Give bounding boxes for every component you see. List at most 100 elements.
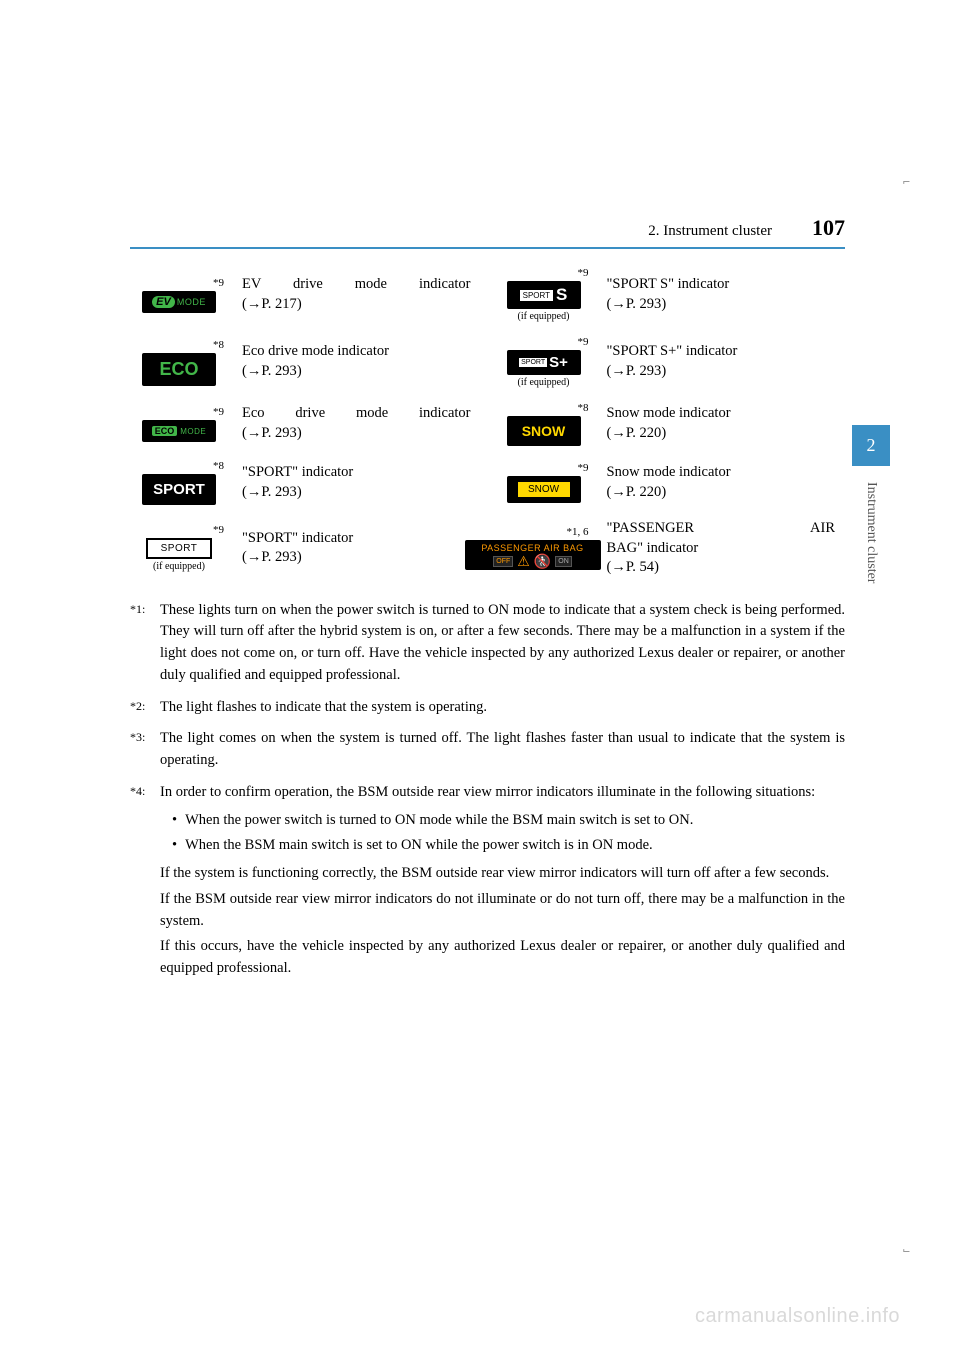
indicator-description: "SPORT" indicator (P. 293) <box>242 463 481 502</box>
indicator-name: "SPORT" indicator <box>242 464 353 480</box>
eco-mode-icon: ECO <box>142 353 216 386</box>
indicator-description: Eco drive mode indicator (P. 293) <box>242 404 481 443</box>
footnote-ref: *8 <box>130 460 228 472</box>
icon-text: SPORT <box>519 358 547 367</box>
icon-text: MODE <box>177 297 206 307</box>
sport-s-icon: SPORTS <box>507 281 581 309</box>
footnote-ref: *9 <box>130 524 228 536</box>
if-equipped-label: (if equipped) <box>130 561 228 572</box>
page-header: 2. Instrument cluster 107 <box>130 215 845 249</box>
ev-mode-icon-cell: *9 EVMODE <box>130 277 228 313</box>
icon-text: EV <box>152 296 175 308</box>
footnote: *3: The light comes on when the system i… <box>130 728 845 772</box>
eco-drive-mode-icon: ECOMODE <box>142 420 216 442</box>
page-ref: P. 293 <box>261 484 296 500</box>
footnote: *2: The light flashes to indicate that t… <box>130 697 845 719</box>
chapter-tab-label: Instrument cluster <box>863 466 879 583</box>
footnote-ref: *8 <box>130 339 228 351</box>
ev-drive-mode-icon: EVMODE <box>142 291 216 313</box>
snow-big-icon-cell: *8 SNOW <box>495 402 593 446</box>
indicator-description: Snow mode indicator (P. 220) <box>607 404 846 443</box>
airbag-person-icon: 🚷 <box>534 554 551 568</box>
header-page-number: 107 <box>812 215 845 241</box>
footnote-intro: In order to confirm operation, the BSM o… <box>160 782 845 804</box>
footnote-mark: *2: <box>130 697 160 719</box>
page-ref: P. 293 <box>626 363 661 379</box>
footnote-body: These lights turn on when the power swit… <box>160 600 845 687</box>
footnote-para: If this occurs, have the vehicle inspect… <box>160 936 845 980</box>
footnote-ref: *9 <box>495 336 593 348</box>
header-section: 2. Instrument cluster <box>648 223 772 240</box>
sport-border-icon-cell: *9 SPORT (if equipped) <box>130 524 228 572</box>
watermark: carmanualsonline.info <box>695 1305 900 1328</box>
footnote-mark: *4: <box>130 782 160 984</box>
footnote-ref: *9 <box>495 267 593 279</box>
footnote-ref: *9 <box>130 406 228 418</box>
page-ref: P. 54 <box>626 559 654 575</box>
footnotes-section: *1: These lights turn on when the power … <box>130 600 845 984</box>
indicator-name: EV drive mode indicator <box>242 275 471 295</box>
snow-border-icon-cell: *9 SNOW <box>495 462 593 503</box>
footnote-body: The light comes on when the system is tu… <box>160 728 845 772</box>
sport-splus-icon: SPORTS+ <box>507 350 581 375</box>
chapter-tab: 2 Instrument cluster <box>852 425 890 588</box>
indicator-name: "SPORT S+" indicator <box>607 343 738 359</box>
sport-mode-icon: SPORT <box>142 474 216 505</box>
airbag-symbol-icon: ⚠ <box>517 554 530 568</box>
page-container: 2. Instrument cluster 107 2 Instrument c… <box>0 0 960 1054</box>
snow-mode-small-icon: SNOW <box>507 476 581 503</box>
icon-text: S+ <box>549 354 568 371</box>
icon-text: PASSENGER AIR BAG <box>469 543 597 553</box>
bullet-item: When the power switch is turned to ON mo… <box>172 810 845 832</box>
indicator-name: Snow mode indicator <box>607 405 731 421</box>
footnote-body: In order to confirm operation, the BSM o… <box>160 782 845 984</box>
indicator-description: Snow mode indicator (P. 220) <box>607 463 846 502</box>
page-ref: P. 293 <box>261 425 296 441</box>
indicator-description: "SPORT" indicator (P. 293) <box>242 529 481 568</box>
icon-text: MODE <box>180 427 206 436</box>
page-ref: P. 220 <box>626 484 661 500</box>
indicator-name: Snow mode indicator <box>607 464 731 480</box>
eco-mode-small-icon-cell: *9 ECOMODE <box>130 406 228 442</box>
indicator-description: EV drive mode indicator (P. 217) <box>242 275 481 314</box>
icon-text: ECO <box>152 426 178 436</box>
sport-big-icon-cell: *8 SPORT <box>130 460 228 505</box>
footnote: *4: In order to confirm operation, the B… <box>130 782 845 984</box>
icon-text: SPORT <box>520 290 553 301</box>
indicator-description: "PASSENGER AIR BAG" indicator (P. 54) <box>607 519 846 578</box>
airbag-off-label: OFF <box>493 556 513 567</box>
footnote-mark: *1: <box>130 600 160 687</box>
page-ref: P. 217 <box>261 296 296 312</box>
page-ref: P. 293 <box>261 363 296 379</box>
page-ref: P. 220 <box>626 425 661 441</box>
page-ref: P. 293 <box>626 296 661 312</box>
crop-mark-br: ⌐ <box>903 1244 910 1258</box>
indicator-name: "SPORT" indicator <box>242 530 353 546</box>
footnote-para: If the system is functioning correctly, … <box>160 863 845 885</box>
page-ref: P. 293 <box>261 549 296 565</box>
indicator-description: "SPORT S" indicator (P. 293) <box>607 275 846 314</box>
footnote-ref: *9 <box>130 277 228 289</box>
if-equipped-label: (if equipped) <box>495 377 593 388</box>
sport-s-icon-cell: *9 SPORTS (if equipped) <box>495 267 593 322</box>
footnote-ref: *1, 6 <box>495 526 593 538</box>
airbag-icon-cell: *1, 6 PASSENGER AIR BAG OFF ⚠ 🚷 ON <box>495 526 593 570</box>
indicator-name: Eco drive mode indicator <box>242 404 471 424</box>
chapter-tab-number: 2 <box>852 425 890 466</box>
footnote-body: The light flashes to indicate that the s… <box>160 697 845 719</box>
footnote-bullets: When the power switch is turned to ON mo… <box>172 810 845 858</box>
indicator-name: Eco drive mode indicator <box>242 343 389 359</box>
footnote-ref: *9 <box>495 462 593 474</box>
footnote-ref: *8 <box>495 402 593 414</box>
indicator-name: "SPORT S" indicator <box>607 276 730 292</box>
snow-mode-icon: SNOW <box>507 416 581 446</box>
eco-big-icon-cell: *8 ECO <box>130 339 228 386</box>
airbag-on-label: ON <box>555 556 572 567</box>
indicator-description: "SPORT S+" indicator (P. 293) <box>607 342 846 381</box>
passenger-airbag-icon: PASSENGER AIR BAG OFF ⚠ 🚷 ON <box>465 540 601 570</box>
footnote: *1: These lights turn on when the power … <box>130 600 845 687</box>
if-equipped-label: (if equipped) <box>495 311 593 322</box>
indicator-grid: *9 EVMODE EV drive mode indicator (P. 21… <box>130 267 845 578</box>
icon-text: S <box>556 285 567 304</box>
icon-text: SNOW <box>516 480 572 499</box>
